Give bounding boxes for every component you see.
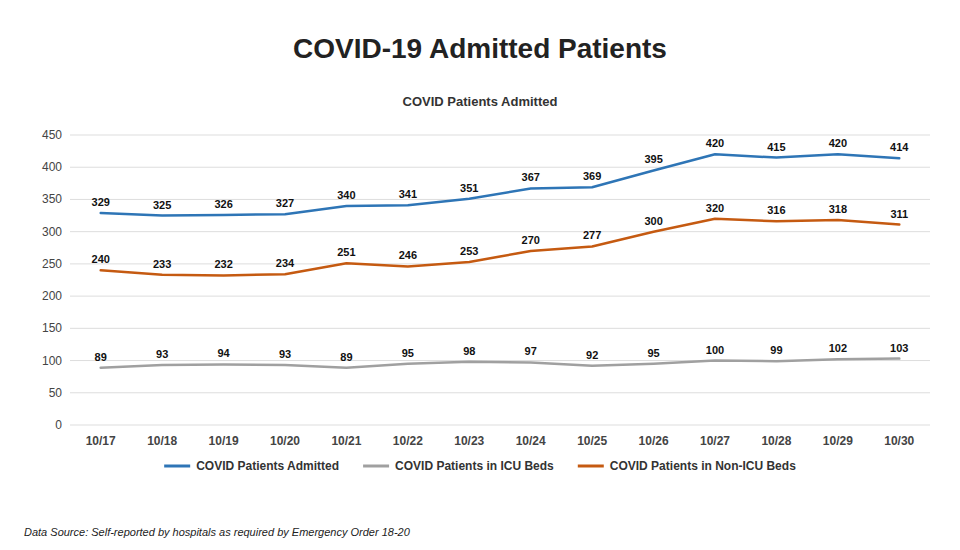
footnote: Data Source: Self-reported by hospitals … bbox=[24, 526, 411, 538]
y-axis: 0 50 100 150 200 250 300 350 400 450 bbox=[42, 128, 930, 432]
background bbox=[0, 0, 960, 550]
data-label: 341 bbox=[399, 188, 417, 200]
data-label: 92 bbox=[586, 349, 598, 361]
data-label: 233 bbox=[153, 258, 171, 270]
grid-line bbox=[70, 135, 930, 136]
series-line bbox=[101, 219, 900, 276]
data-label: 253 bbox=[460, 245, 478, 257]
lines bbox=[101, 154, 900, 367]
x-tick-label: 10/24 bbox=[516, 434, 546, 448]
data-label: 420 bbox=[829, 137, 847, 149]
data-label: 95 bbox=[647, 347, 659, 359]
data-label: 240 bbox=[92, 253, 110, 265]
legend-swatch bbox=[164, 465, 190, 468]
series-line bbox=[101, 359, 900, 368]
grid-line bbox=[70, 263, 930, 264]
x-tick-label: 10/25 bbox=[577, 434, 607, 448]
y-tick-label: 200 bbox=[42, 289, 62, 303]
data-label: 270 bbox=[522, 234, 540, 246]
data-label: 251 bbox=[337, 246, 355, 258]
data-label: 89 bbox=[95, 351, 107, 363]
y-tick-label: 350 bbox=[42, 192, 62, 206]
grid-line bbox=[70, 392, 930, 393]
x-tick-label: 10/27 bbox=[700, 434, 730, 448]
data-label: 246 bbox=[399, 249, 417, 261]
grid-line bbox=[70, 425, 930, 426]
x-tick-label: 10/17 bbox=[86, 434, 116, 448]
data-label: 100 bbox=[706, 344, 724, 356]
y-tick-label: 400 bbox=[42, 160, 62, 174]
legend-swatch bbox=[578, 465, 604, 468]
data-label: 351 bbox=[460, 182, 478, 194]
data-label: 103 bbox=[890, 342, 908, 354]
legend: COVID Patients Admitted COVID Patients in… bbox=[164, 459, 796, 473]
data-label: 316 bbox=[767, 204, 785, 216]
y-tick-label: 50 bbox=[49, 386, 63, 400]
legend-label: COVID Patients in ICU Beds bbox=[395, 459, 554, 473]
chart: COVID-19 Admitted Patients COVID Patients… bbox=[0, 0, 960, 550]
data-label: 93 bbox=[156, 348, 168, 360]
data-label: 93 bbox=[279, 348, 291, 360]
data-label: 277 bbox=[583, 229, 601, 241]
grid-line bbox=[70, 199, 930, 200]
data-label: 326 bbox=[214, 198, 232, 210]
data-label: 89 bbox=[340, 351, 352, 363]
data-label: 234 bbox=[276, 257, 295, 269]
data-labels: 329 325 326 327 340 341 351 367 369 395 420 415 420 4… bbox=[92, 137, 910, 362]
x-tick-label: 10/28 bbox=[761, 434, 791, 448]
data-label: 420 bbox=[706, 137, 724, 149]
data-label: 320 bbox=[706, 202, 724, 214]
x-tick-label: 10/21 bbox=[331, 434, 361, 448]
grid-line bbox=[70, 328, 930, 329]
y-tick-label: 0 bbox=[55, 418, 62, 432]
data-label: 327 bbox=[276, 197, 294, 209]
x-axis: 10/17 10/18 10/19 10/20 10/21 10/22 10/23 10/24… bbox=[86, 434, 915, 448]
data-label: 98 bbox=[463, 345, 475, 357]
x-tick-label: 10/19 bbox=[209, 434, 239, 448]
subtitle: COVID Patients Admitted bbox=[403, 94, 558, 109]
y-tick-label: 450 bbox=[42, 128, 62, 142]
data-label: 232 bbox=[214, 258, 232, 270]
legend-label: COVID Patients Admitted bbox=[196, 459, 339, 473]
x-tick-label: 10/26 bbox=[639, 434, 669, 448]
y-tick-label: 150 bbox=[42, 321, 62, 335]
data-label: 300 bbox=[644, 215, 662, 227]
title: COVID-19 Admitted Patients bbox=[293, 33, 667, 64]
data-label: 329 bbox=[92, 196, 110, 208]
series-line bbox=[101, 154, 900, 215]
data-label: 340 bbox=[337, 189, 355, 201]
x-tick-label: 10/29 bbox=[823, 434, 853, 448]
y-tick-label: 250 bbox=[42, 257, 62, 271]
grid-line bbox=[70, 231, 930, 232]
data-label: 97 bbox=[525, 345, 537, 357]
x-tick-label: 10/20 bbox=[270, 434, 300, 448]
data-label: 94 bbox=[217, 347, 230, 359]
data-label: 367 bbox=[522, 171, 540, 183]
data-label: 414 bbox=[890, 141, 909, 153]
data-label: 415 bbox=[767, 141, 785, 153]
data-label: 95 bbox=[402, 347, 414, 359]
grid-line bbox=[70, 167, 930, 168]
x-tick-label: 10/18 bbox=[147, 434, 177, 448]
y-tick-label: 100 bbox=[42, 354, 62, 368]
data-label: 325 bbox=[153, 199, 171, 211]
data-label: 369 bbox=[583, 170, 601, 182]
data-label: 311 bbox=[890, 208, 908, 220]
data-label: 318 bbox=[829, 203, 847, 215]
x-tick-label: 10/23 bbox=[454, 434, 484, 448]
x-tick-label: 10/22 bbox=[393, 434, 423, 448]
legend-label: COVID Patients in Non-ICU Beds bbox=[610, 459, 796, 473]
data-label: 102 bbox=[829, 342, 847, 354]
x-tick-label: 10/30 bbox=[884, 434, 914, 448]
grid-line bbox=[70, 296, 930, 297]
data-label: 395 bbox=[644, 153, 662, 165]
legend-swatch bbox=[363, 465, 389, 468]
y-tick-label: 300 bbox=[42, 225, 62, 239]
data-label: 99 bbox=[770, 344, 782, 356]
